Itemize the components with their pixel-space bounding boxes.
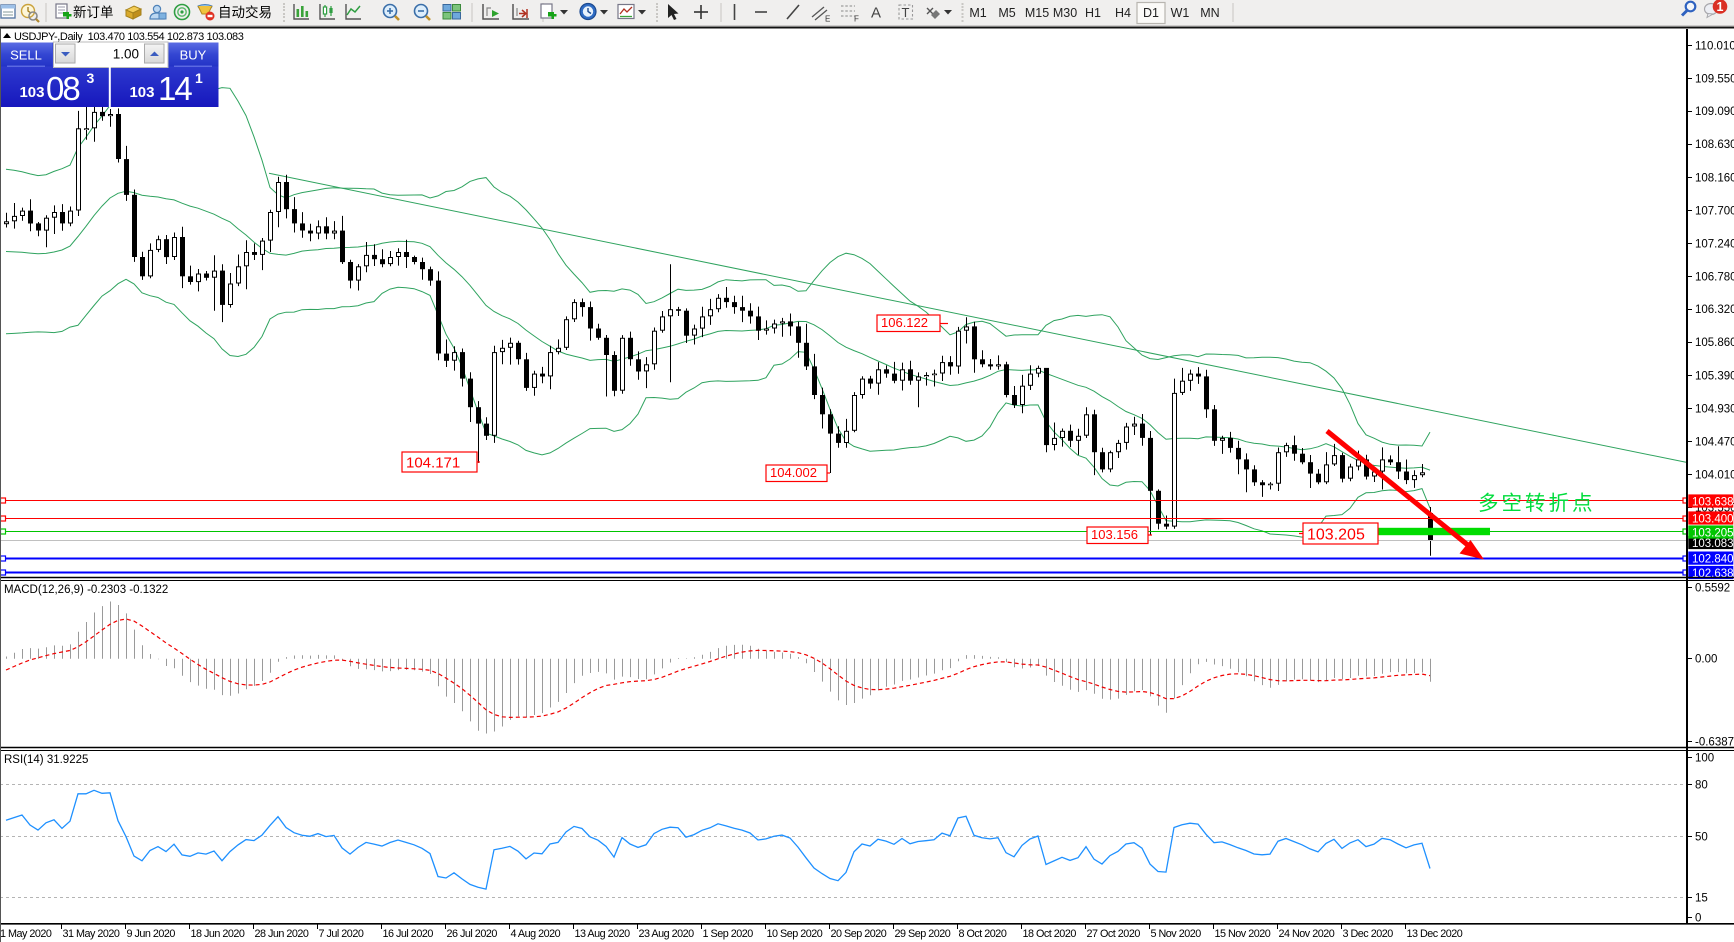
svg-text:80: 80 xyxy=(1695,780,1708,792)
svg-text:D1: D1 xyxy=(1143,6,1159,20)
svg-text:16 Jul 2020: 16 Jul 2020 xyxy=(383,928,434,940)
svg-text:1 Sep 2020: 1 Sep 2020 xyxy=(703,928,754,940)
svg-text:M30: M30 xyxy=(1053,6,1077,20)
svg-text:自动交易: 自动交易 xyxy=(218,4,272,20)
svg-text:110.010: 110.010 xyxy=(1695,40,1734,52)
svg-text:106.320: 106.320 xyxy=(1695,304,1734,316)
svg-text:0: 0 xyxy=(1695,913,1701,925)
svg-text:F: F xyxy=(854,15,859,24)
svg-text:3: 3 xyxy=(87,70,95,86)
svg-text:105.390: 105.390 xyxy=(1695,371,1734,383)
svg-text:MN: MN xyxy=(1200,6,1219,20)
svg-text:28 Jun 2020: 28 Jun 2020 xyxy=(255,928,309,940)
svg-text:1: 1 xyxy=(1717,0,1724,14)
svg-text:SELL: SELL xyxy=(10,48,42,63)
svg-text:102.840: 102.840 xyxy=(1692,554,1734,566)
svg-text:103.083: 103.083 xyxy=(1692,538,1734,550)
svg-text:31 May 2020: 31 May 2020 xyxy=(63,928,120,940)
svg-text:21 May 2020: 21 May 2020 xyxy=(0,928,52,940)
svg-text:3 Dec 2020: 3 Dec 2020 xyxy=(1343,928,1394,940)
svg-text:27 Oct 2020: 27 Oct 2020 xyxy=(1087,928,1141,940)
svg-text:106.122: 106.122 xyxy=(881,315,928,330)
svg-text:M15: M15 xyxy=(1025,6,1049,20)
svg-text:15 Nov 2020: 15 Nov 2020 xyxy=(1215,928,1271,940)
svg-text:104.470: 104.470 xyxy=(1695,437,1734,449)
svg-text:7 Jul 2020: 7 Jul 2020 xyxy=(319,928,364,940)
svg-text:103: 103 xyxy=(19,84,44,101)
svg-text:109.550: 109.550 xyxy=(1695,73,1734,85)
svg-text:T: T xyxy=(902,5,910,20)
svg-text:MACD(12,26,9) -0.2303 -0.1322: MACD(12,26,9) -0.2303 -0.1322 xyxy=(4,584,168,596)
svg-text:0.00: 0.00 xyxy=(1695,654,1717,666)
svg-text:109.090: 109.090 xyxy=(1695,106,1734,118)
svg-text:8 Oct 2020: 8 Oct 2020 xyxy=(959,928,1007,940)
svg-text:24 Nov 2020: 24 Nov 2020 xyxy=(1279,928,1335,940)
svg-text:103: 103 xyxy=(129,84,154,101)
svg-text:A: A xyxy=(871,5,881,22)
svg-text:M5: M5 xyxy=(998,6,1015,20)
svg-text:107.700: 107.700 xyxy=(1695,206,1734,218)
svg-text:13 Aug 2020: 13 Aug 2020 xyxy=(575,928,631,940)
svg-text:104.171: 104.171 xyxy=(406,455,460,472)
svg-text:10 Sep 2020: 10 Sep 2020 xyxy=(767,928,823,940)
svg-text:13 Dec 2020: 13 Dec 2020 xyxy=(1407,928,1463,940)
svg-text:105.860: 105.860 xyxy=(1695,337,1734,349)
svg-text:5 Nov 2020: 5 Nov 2020 xyxy=(1151,928,1202,940)
svg-text:18 Jun 2020: 18 Jun 2020 xyxy=(191,928,245,940)
svg-text:29 Sep 2020: 29 Sep 2020 xyxy=(895,928,951,940)
svg-text:新订单: 新订单 xyxy=(73,5,114,20)
svg-text:104.002: 104.002 xyxy=(770,465,817,480)
svg-text:103.205: 103.205 xyxy=(1307,527,1365,544)
svg-text:103.400: 103.400 xyxy=(1692,513,1734,525)
svg-text:1: 1 xyxy=(195,70,203,86)
svg-text:107.240: 107.240 xyxy=(1695,239,1734,251)
svg-text:23 Aug 2020: 23 Aug 2020 xyxy=(639,928,695,940)
svg-text:100: 100 xyxy=(1695,753,1714,765)
svg-text:108.630: 108.630 xyxy=(1695,139,1734,151)
svg-text:E: E xyxy=(825,15,830,24)
svg-text:20 Sep 2020: 20 Sep 2020 xyxy=(831,928,887,940)
svg-text:-0.6387: -0.6387 xyxy=(1695,737,1734,749)
svg-text:14: 14 xyxy=(158,70,192,107)
svg-text:15: 15 xyxy=(1695,893,1708,905)
svg-text:BUY: BUY xyxy=(180,48,207,63)
svg-text:0.5592: 0.5592 xyxy=(1695,583,1730,595)
svg-text:1.00: 1.00 xyxy=(113,47,139,62)
svg-text:50: 50 xyxy=(1695,832,1708,844)
svg-text:103.205: 103.205 xyxy=(1692,527,1734,539)
svg-text:106.780: 106.780 xyxy=(1695,271,1734,283)
svg-text:9 Jun 2020: 9 Jun 2020 xyxy=(127,928,176,940)
svg-text:M1: M1 xyxy=(969,6,986,20)
svg-text:4 Aug 2020: 4 Aug 2020 xyxy=(511,928,561,940)
svg-text:RSI(14) 31.9225: RSI(14) 31.9225 xyxy=(4,754,88,766)
svg-text:H1: H1 xyxy=(1085,6,1101,20)
svg-text:08: 08 xyxy=(46,70,79,107)
svg-text:104.930: 104.930 xyxy=(1695,404,1734,416)
svg-text:18 Oct 2020: 18 Oct 2020 xyxy=(1023,928,1077,940)
svg-text:103.638: 103.638 xyxy=(1692,496,1734,508)
svg-text:26 Jul 2020: 26 Jul 2020 xyxy=(447,928,498,940)
svg-text:103.156: 103.156 xyxy=(1091,527,1138,542)
svg-text:104.010: 104.010 xyxy=(1695,469,1734,481)
svg-text:H4: H4 xyxy=(1115,6,1131,20)
svg-text:W1: W1 xyxy=(1171,6,1190,20)
svg-text:多空转折点: 多空转折点 xyxy=(1478,492,1596,515)
svg-text:108.160: 108.160 xyxy=(1695,173,1734,185)
svg-text:USDJPY-,Daily 103.470 103.554: USDJPY-,Daily 103.470 103.554 102.873 10… xyxy=(14,31,244,43)
